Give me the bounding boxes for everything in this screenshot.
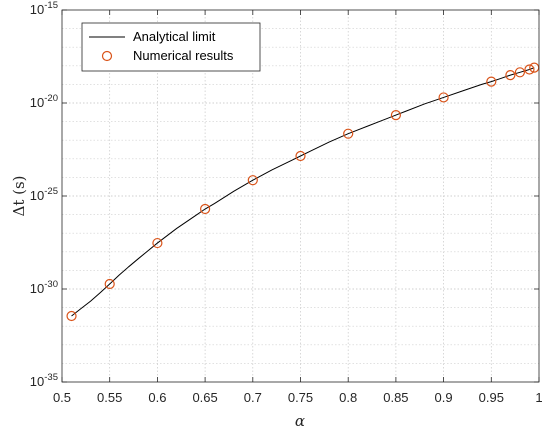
x-tick-label: 0.65 [192, 390, 217, 405]
data-point [438, 92, 449, 103]
x-tick-label: 0.8 [339, 390, 357, 405]
x-tick-label: 0.85 [383, 390, 408, 405]
y-tick-label: 10-35 [30, 372, 58, 389]
tick-marks [61, 9, 540, 383]
legend-label-numerical: Numerical results [133, 48, 234, 63]
data-point [343, 128, 354, 139]
data-point [104, 278, 115, 290]
major-grid [62, 10, 539, 382]
numerical-results-markers [66, 62, 540, 322]
data-point [247, 175, 258, 186]
x-tick-labels: 0.5 0.55 0.6 0.65 0.7 0.75 0.8 0.85 0.9 0.95 1 [53, 390, 543, 405]
x-tick-label: 0.5 [53, 390, 71, 405]
y-tick-label: 10-15 [30, 0, 58, 17]
data-point [390, 109, 401, 121]
x-tick-label: 0.9 [435, 390, 453, 405]
x-tick-label: 0.55 [97, 390, 122, 405]
data-point [295, 150, 306, 162]
x-tick-label: 0.7 [244, 390, 262, 405]
data-point [514, 67, 526, 78]
x-axis-label: α [295, 412, 305, 430]
legend-box [81, 22, 261, 72]
legend: Analytical limit Numerical results [81, 22, 261, 72]
analytical-limit-line [71, 67, 535, 317]
legend-marker-swatch [101, 50, 113, 62]
y-axis-label: Δt (s) [10, 175, 28, 216]
x-tick-label: 0.6 [148, 390, 166, 405]
data-point [486, 76, 497, 87]
data-point [524, 64, 535, 75]
data-point [66, 310, 77, 322]
y-tick-labels: 10-35 10-30 10-25 10-20 10-15 [30, 0, 58, 389]
x-tick-label: 0.95 [479, 390, 504, 405]
y-tick-label: 10-30 [30, 279, 58, 296]
legend-label-analytical: Analytical limit [133, 29, 216, 44]
data-point [152, 237, 163, 249]
data-point [200, 203, 211, 215]
y-tick-label: 10-20 [30, 93, 58, 110]
x-tick-label: 0.75 [288, 390, 313, 405]
x-tick-label: 1 [535, 390, 542, 405]
data-point [505, 69, 516, 81]
y-tick-label: 10-25 [30, 186, 58, 203]
